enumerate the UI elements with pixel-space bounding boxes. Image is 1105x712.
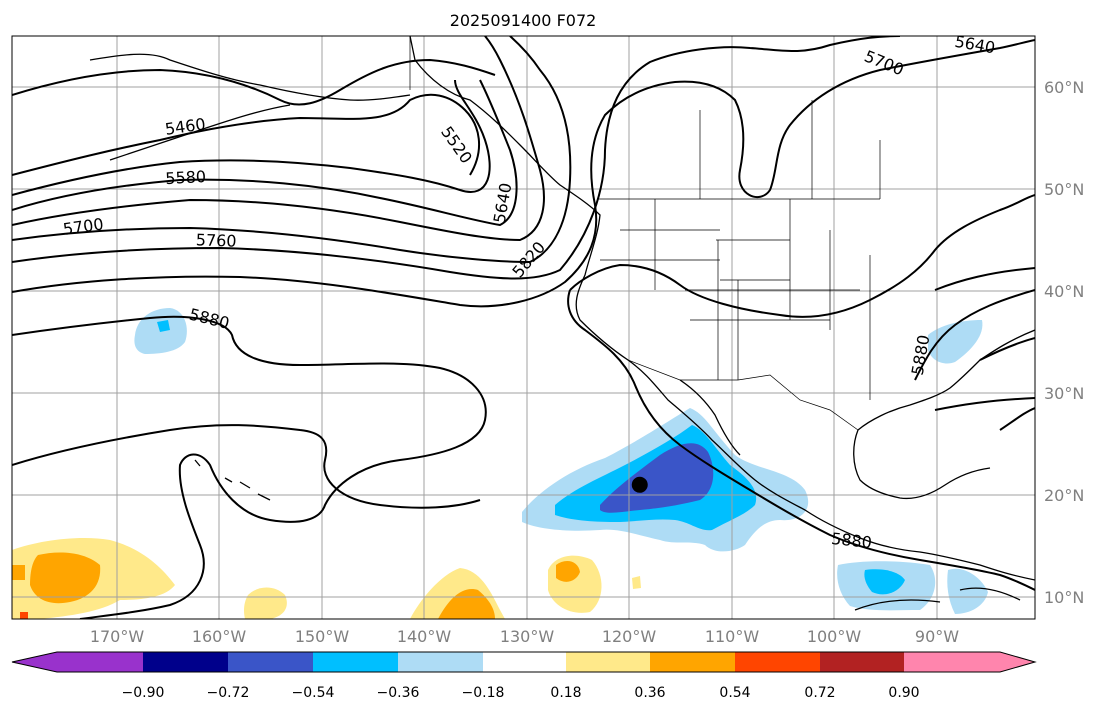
negative-anomaly-areas: [134, 308, 988, 614]
longitude-label: 140°W: [397, 627, 452, 646]
map-content: 5460 5520 5580 5640 5640 5700 5700 5760 …: [12, 32, 1035, 619]
colorbar-tick-label: −0.90: [122, 685, 165, 701]
storm-position-marker: [631, 476, 648, 493]
light-blue-area-southeast-us: [928, 320, 983, 364]
longitude-label: 120°W: [602, 627, 657, 646]
hawaiian-islands: [194, 459, 271, 501]
colorbar-segment: [650, 652, 735, 672]
colorbar-segment: [566, 652, 650, 672]
blue-spot-northeast-pacific: [157, 320, 170, 332]
red-spot-southwest: [20, 612, 28, 619]
longitude-label: 100°W: [807, 627, 862, 646]
longitude-label: 170°W: [90, 627, 145, 646]
state-borders: [600, 199, 871, 400]
contour-label: 5880: [830, 529, 872, 552]
longitude-label: 160°W: [192, 627, 247, 646]
colorbar-ticks: −0.90 −0.72 −0.54 −0.36 −0.18 0.18 0.36 …: [122, 685, 920, 701]
colorbar-segment: [228, 652, 313, 672]
latitude-label: 10°N: [1044, 588, 1084, 607]
longitude-label: 150°W: [295, 627, 350, 646]
colorbar-segment: [904, 652, 1035, 672]
colorbar-tick-label: −0.72: [207, 685, 250, 701]
province-borders: [699, 100, 881, 199]
contour-5640: [12, 36, 545, 242]
colorbar-tick-label: 0.18: [550, 685, 581, 701]
contour-5820: [12, 39, 1035, 308]
mexico-gulf-coastline: [853, 429, 991, 500]
latitude-label: 30°N: [1044, 384, 1084, 403]
latitude-axis: 60°N 50°N 40°N 30°N 20°N 10°N: [1044, 78, 1084, 607]
colorbar-tick-label: 0.54: [719, 685, 750, 701]
graticule: [12, 36, 1035, 619]
contour-5880-coastal: [567, 289, 1035, 591]
colorbar: −0.90 −0.72 −0.54 −0.36 −0.18 0.18 0.36 …: [11, 651, 1037, 701]
longitude-label: 90°W: [915, 627, 959, 646]
pacific-coastline: [409, 36, 1035, 581]
colorbar-tick-label: 0.72: [804, 685, 835, 701]
height-contours: [12, 36, 1035, 619]
contour-5880-us: [569, 194, 1035, 318]
coastlines: [89, 36, 1035, 611]
us-mexico-border: [627, 359, 859, 431]
contour-5520: [12, 79, 491, 196]
yellow-area-150w: [244, 587, 287, 619]
latitude-label: 60°N: [1044, 78, 1084, 97]
borders: [409, 36, 881, 431]
colorbar-segment: [143, 652, 228, 672]
blue-area-central-america: [864, 569, 905, 595]
colorbar-segment: [398, 652, 483, 672]
central-america-coast: [854, 587, 1021, 611]
contour-5880-southeast: [999, 407, 1035, 431]
contour-label: 5580: [165, 167, 207, 188]
colorbar-segment: [820, 652, 904, 672]
gulf-coastline: [857, 329, 1035, 431]
colorbar-tick-label: 0.36: [634, 685, 665, 701]
latitude-label: 40°N: [1044, 282, 1084, 301]
longitude-label: 130°W: [500, 627, 555, 646]
baja-coastline: [679, 379, 741, 456]
latitude-label: 20°N: [1044, 486, 1084, 505]
contour-5880-east: [914, 289, 1035, 381]
map-title: 2025091400 F072: [450, 11, 597, 30]
colorbar-tick-label: −0.54: [292, 685, 335, 701]
aleutian-islands: [109, 104, 291, 161]
colorbar-tick-label: 0.90: [888, 685, 919, 701]
latitude-label: 50°N: [1044, 180, 1084, 199]
longitude-axis: 170°W 160°W 150°W 140°W 130°W 120°W 110°…: [90, 627, 959, 646]
contour-5460-north: [12, 58, 496, 106]
orange-area-125w: [556, 560, 580, 582]
longitude-label: 110°W: [705, 627, 760, 646]
contour-label: 5640: [953, 32, 996, 58]
light-blue-area-caribbean: [947, 568, 988, 614]
colorbar-segment: [12, 652, 143, 672]
colorbar-tick-label: −0.36: [377, 685, 420, 701]
contour-5880-loop: [12, 424, 481, 509]
contour-label: 5760: [196, 230, 237, 250]
contour-5460: [12, 93, 481, 176]
colorbar-outline: [11, 651, 1037, 673]
map-frame: [11, 35, 1036, 620]
contour-5880-atlantic: [979, 337, 1035, 361]
contour-5580: [12, 79, 518, 227]
yellow-spot-118w: [632, 576, 641, 589]
positive-anomaly-areas: [12, 538, 641, 619]
contour-5700: [12, 36, 572, 264]
alaska-coastline: [89, 53, 411, 101]
colorbar-segment: [483, 652, 566, 672]
orange-area-southwest: [30, 552, 101, 604]
orange-spot-west-edge: [12, 565, 25, 580]
colorbar-segment: [735, 652, 820, 672]
contour-5820-east: [934, 267, 1035, 291]
colorbar-segment: [313, 652, 398, 672]
contour-5880-gulf: [934, 397, 1035, 411]
contour-5880-west: [12, 315, 487, 619]
colorbar-tick-label: −0.18: [462, 685, 505, 701]
